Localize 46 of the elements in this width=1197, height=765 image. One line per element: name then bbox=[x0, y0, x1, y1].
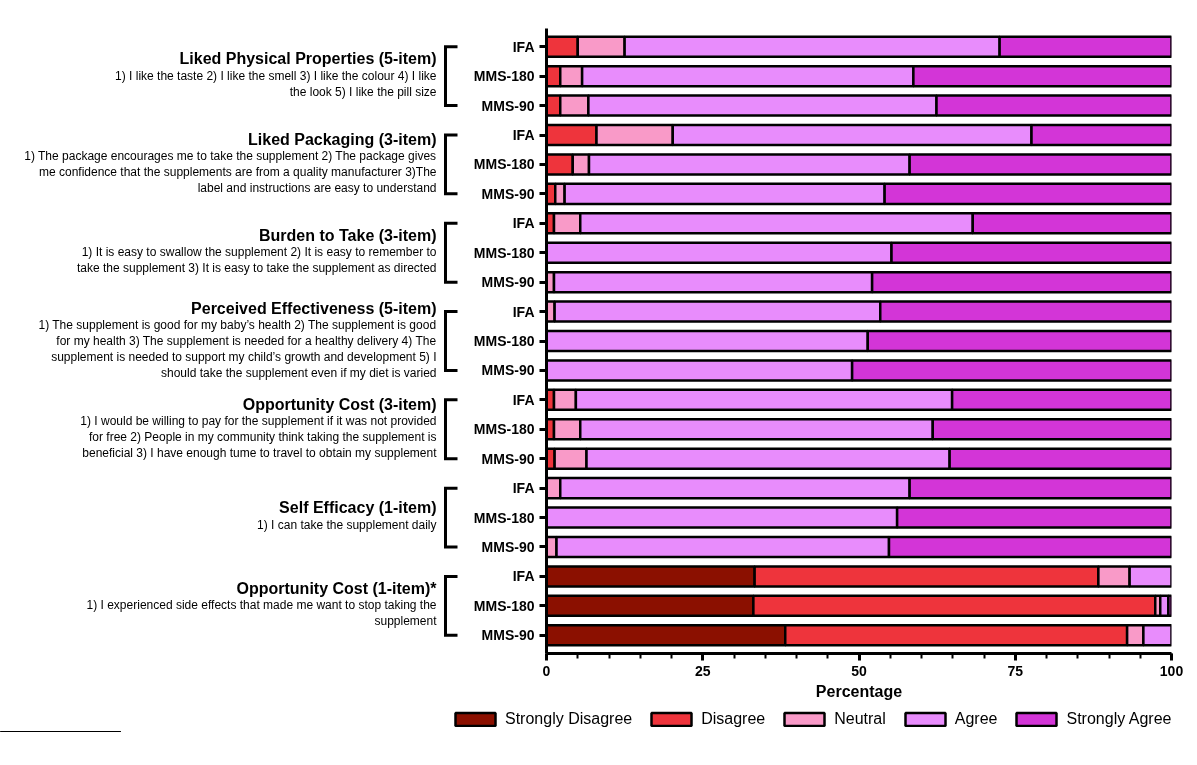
legend-label: Neutral bbox=[834, 710, 886, 728]
x-tick-label: 100 bbox=[1159, 662, 1184, 679]
text: Burden to Take (3-item) bbox=[259, 226, 437, 244]
text: 1) It is easy to swallow the supplement 2) It is easy to remember to take the supplement 3) It is easy to take the supplement as directed bbox=[76, 245, 437, 276]
text: 1) I experienced side effects that made me want to stop taking the supplement bbox=[86, 598, 438, 629]
legend-label: Agree bbox=[954, 710, 998, 728]
x-tick-label: 25 bbox=[694, 662, 711, 679]
y-tick-label: IFA bbox=[512, 303, 535, 320]
legend-label: Strongly Disagree bbox=[505, 710, 633, 728]
y-tick-label: MMS-90 bbox=[481, 450, 535, 467]
y-tick-label: MMS-90 bbox=[481, 538, 535, 555]
y-tick-label: MMS-180 bbox=[473, 156, 535, 173]
text: Liked Physical Properties (5-item) bbox=[179, 50, 437, 68]
legend-label: Disagree bbox=[701, 710, 766, 728]
x-tick-label: 50 bbox=[851, 662, 867, 679]
y-tick-label: MMS-90 bbox=[481, 185, 535, 202]
text: 1) I can take the supplement daily bbox=[257, 517, 437, 532]
text: 1) I like the taste 2) I like the smell 3) I like the colour 4) I like the look 5) I like the pill size bbox=[115, 68, 437, 99]
y-tick-label: MMS-180 bbox=[473, 68, 535, 85]
y-tick-label: MMS-180 bbox=[473, 509, 535, 526]
y-tick-label: IFA bbox=[512, 568, 535, 585]
text: 1) I would be willing to pay for the supplement if it was not provided for free 2) People in my community think taking the supplement is beneficial 3) I have enough tume to travel to obtain my supplement bbox=[80, 413, 438, 461]
x-axis-title: Percentage bbox=[815, 682, 903, 700]
text: Perceived Effectiveness (5-item) bbox=[191, 299, 437, 317]
y-tick-label: MMS-180 bbox=[473, 244, 535, 261]
text: Self Efficacy (1-item) bbox=[279, 499, 437, 517]
text: Liked Packaging (3-item) bbox=[248, 130, 437, 148]
y-tick-label: MMS-90 bbox=[481, 274, 535, 291]
text: Opportunity Cost (1-item)* bbox=[236, 579, 438, 597]
text: Opportunity Cost (3-item) bbox=[242, 395, 437, 413]
y-tick-label: MMS-180 bbox=[473, 333, 535, 349]
y-tick-label: IFA bbox=[512, 38, 535, 55]
text: 1) The package encourages me to take the supplement 2) The package gives me confidence that the supplements are from a quality manufacturer 3)The label and instructions are easy to understand bbox=[24, 149, 437, 196]
y-tick-label: IFA bbox=[512, 480, 535, 497]
x-tick-label: 0 bbox=[542, 662, 551, 679]
y-tick-label: MMS-180 bbox=[473, 597, 535, 614]
x-tick-label: 75 bbox=[1007, 662, 1024, 679]
text: 1) The supplement is good for my baby’s health 2) The supplement is good for my health 3) The supplement is needed for a healthy delivery 4) The supplement is needed to support my child’s growth and development 5) I should take the supplement even if my diet is varied bbox=[38, 318, 437, 381]
y-tick-label: MMS-180 bbox=[473, 421, 535, 438]
legend-label: Strongly Agree bbox=[1066, 710, 1172, 728]
y-tick-label: IFA bbox=[512, 215, 535, 232]
y-tick-label: IFA bbox=[512, 127, 535, 144]
y-tick-label: MMS-90 bbox=[481, 627, 535, 644]
y-tick-label: MMS-90 bbox=[481, 97, 535, 114]
y-tick-label: IFA bbox=[512, 391, 535, 408]
y-tick-label: MMS-90 bbox=[481, 362, 535, 379]
